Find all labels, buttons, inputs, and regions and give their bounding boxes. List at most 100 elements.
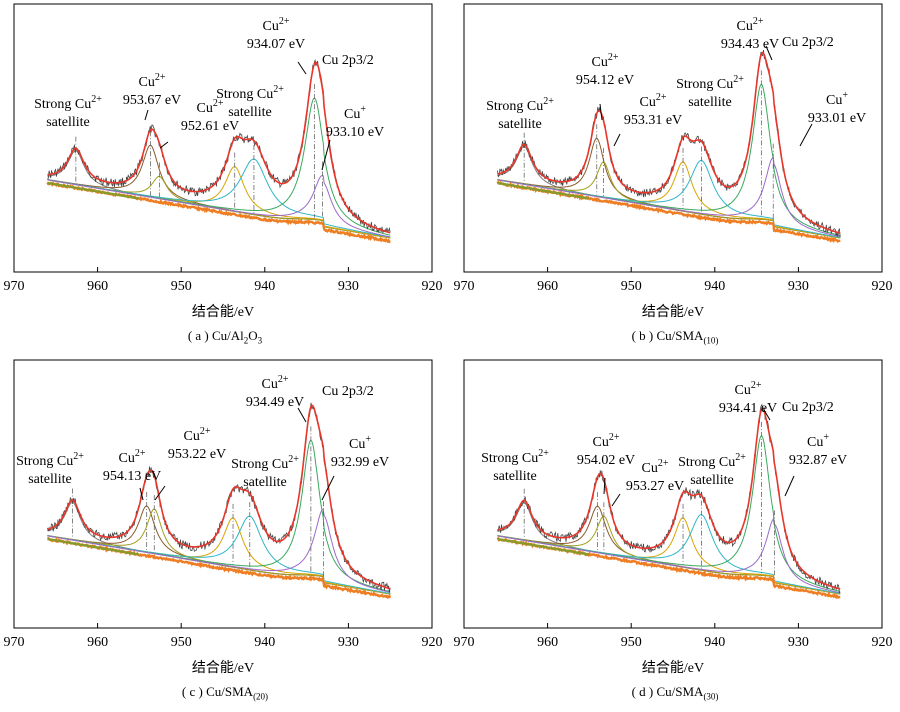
peak-annotation-line1: Cu2+ [592, 52, 619, 70]
x-tick-label: 970 [4, 279, 25, 294]
x-tick-label: 920 [872, 279, 893, 294]
annotation-pointer [603, 477, 606, 495]
chart-panel-b: 970 960 950 940 930 920 结合能/eV Cu2+ 934.43 eV Cu … [450, 0, 900, 356]
peak-annotation-line1: Cu 2p3/2 [322, 384, 374, 399]
panel-caption: ( b ) Cu/SMA(10) [450, 328, 900, 346]
x-tick-label: 970 [454, 635, 475, 650]
x-tick-label: 960 [87, 635, 108, 650]
peak-annotation-line1: Cu2+ [642, 458, 669, 476]
caption-text: ( d ) Cu/SMA [631, 684, 704, 699]
x-axis-label: 结合能/eV [192, 660, 254, 676]
component-peak [47, 505, 391, 595]
envelope-fit-series [497, 407, 841, 590]
annotation-pointer [139, 487, 144, 501]
peak-annotation-line2: 953.67 eV [123, 93, 181, 108]
annotation-pointer [613, 133, 621, 147]
x-tick-label: 950 [171, 279, 192, 294]
plot-svg: 970 960 950 940 930 920 结合能/eV Cu2+ 934.43 eV Cu … [454, 3, 893, 320]
plot-frame [13, 359, 433, 629]
plot-frame [463, 359, 883, 629]
annotation-pointer [799, 123, 813, 147]
peak-annotation-line2: 932.87 eV [789, 453, 847, 468]
peak-annotation-line2: 953.22 eV [168, 447, 226, 462]
component-peak [47, 515, 391, 594]
annotation-pointer [144, 109, 149, 121]
background-series-left [497, 181, 590, 200]
peak-annotation-line2: satellite [498, 117, 542, 132]
x-tick-label: 970 [4, 635, 25, 650]
peak-annotation-line2: satellite [228, 105, 272, 120]
x-tick-label: 940 [704, 279, 725, 294]
x-tick-label: 940 [254, 635, 275, 650]
peak-annotation-line1: Strong Cu2+ [216, 84, 284, 102]
peak-annotation-line1: Cu2+ [262, 374, 289, 392]
component-peak [497, 161, 841, 239]
x-tick-label: 920 [422, 635, 443, 650]
peak-annotation-line1: Strong Cu2+ [678, 452, 746, 470]
x-tick-label: 940 [254, 279, 275, 294]
peak-annotation-line1: Strong Cu2+ [34, 94, 102, 112]
peak-annotation-line2: satellite [46, 115, 90, 130]
annotation-pointer [765, 45, 773, 61]
peak-annotation-line1: Cu2+ [735, 380, 762, 398]
peak-annotation-line1: Cu2+ [263, 16, 290, 34]
panel-caption: ( a ) Cu/Al2O3 [0, 328, 450, 346]
x-tick-label: 920 [872, 635, 893, 650]
peak-annotation-line1: Cu 2p3/2 [322, 53, 374, 68]
plot-svg: 970 960 950 940 930 920 结合能/eV Cu2+ 934.41 eV Cu … [454, 359, 893, 676]
peak-annotation-line2: 952.61 eV [181, 119, 239, 134]
component-peak [47, 508, 391, 595]
peak-annotation-line2: 954.13 eV [103, 469, 161, 484]
envelope-fit-series [497, 51, 841, 234]
annotation-pointer [599, 103, 603, 121]
annotation-pointer [297, 61, 307, 75]
plot-frame [463, 3, 883, 273]
chart-panel-d: 970 960 950 940 930 920 结合能/eV Cu2+ 934.41 eV Cu … [450, 356, 900, 712]
peak-annotation-line2: satellite [28, 472, 72, 487]
component-peak [497, 514, 841, 594]
x-axis-label: 结合能/eV [642, 304, 704, 320]
peak-annotation-line2: satellite [493, 469, 537, 484]
peak-annotation-line1: Cu2+ [119, 448, 146, 466]
peak-annotation-line2: 954.12 eV [576, 73, 634, 88]
peak-annotation-line1: Cu2+ [139, 72, 166, 90]
x-tick-label: 950 [621, 635, 642, 650]
plot-svg: 970 960 950 940 930 920 结合能/eV Cu2+ 934.07 eV Cu … [4, 3, 443, 320]
peak-annotation-line1: Cu2+ [640, 92, 667, 110]
peak-annotation-line1: Strong Cu2+ [231, 454, 299, 472]
peak-annotation-line1: Strong Cu2+ [486, 96, 554, 114]
annotation-pointer [784, 475, 795, 497]
component-peak [47, 508, 391, 593]
component-peak [497, 515, 841, 595]
x-tick-label: 930 [338, 279, 359, 294]
caption-text: ( a ) Cu/Al [187, 328, 244, 343]
component-peak [47, 150, 391, 239]
x-tick-label: 930 [338, 635, 359, 650]
peak-annotation-line1: Strong Cu2+ [16, 451, 84, 469]
peak-annotation-line1: Cu2+ [184, 426, 211, 444]
chart-panel-a: 970 960 950 940 930 920 结合能/eV Cu2+ 934.07 eV Cu … [0, 0, 450, 356]
component-peak [497, 157, 841, 238]
x-tick-label: 960 [537, 635, 558, 650]
x-tick-label: 920 [422, 279, 443, 294]
peak-annotation-line1: Cu+ [807, 432, 829, 450]
background-series-left [47, 537, 140, 556]
peak-annotation-line2: 953.27 eV [626, 479, 684, 494]
peak-annotation-line1: Cu 2p3/2 [782, 400, 834, 415]
peak-annotation-line2: 934.41 eV [719, 401, 777, 416]
component-peak [47, 174, 391, 238]
envelope-fit-series [47, 61, 391, 234]
x-tick-label: 940 [704, 635, 725, 650]
caption-subscript: 2 [243, 335, 249, 346]
x-tick-label: 950 [621, 279, 642, 294]
component-peak [47, 158, 391, 238]
annotation-pointer [159, 141, 169, 149]
panel-caption: ( c ) Cu/SMA(20) [0, 684, 450, 702]
plot-frame [13, 3, 433, 273]
x-tick-label: 970 [454, 279, 475, 294]
peak-annotation-line1: Cu+ [349, 434, 371, 452]
x-tick-label: 950 [171, 635, 192, 650]
x-axis-label: 结合能/eV [192, 304, 254, 320]
peak-annotation-line1: Cu 2p3/2 [782, 35, 834, 50]
component-peak [497, 505, 841, 595]
